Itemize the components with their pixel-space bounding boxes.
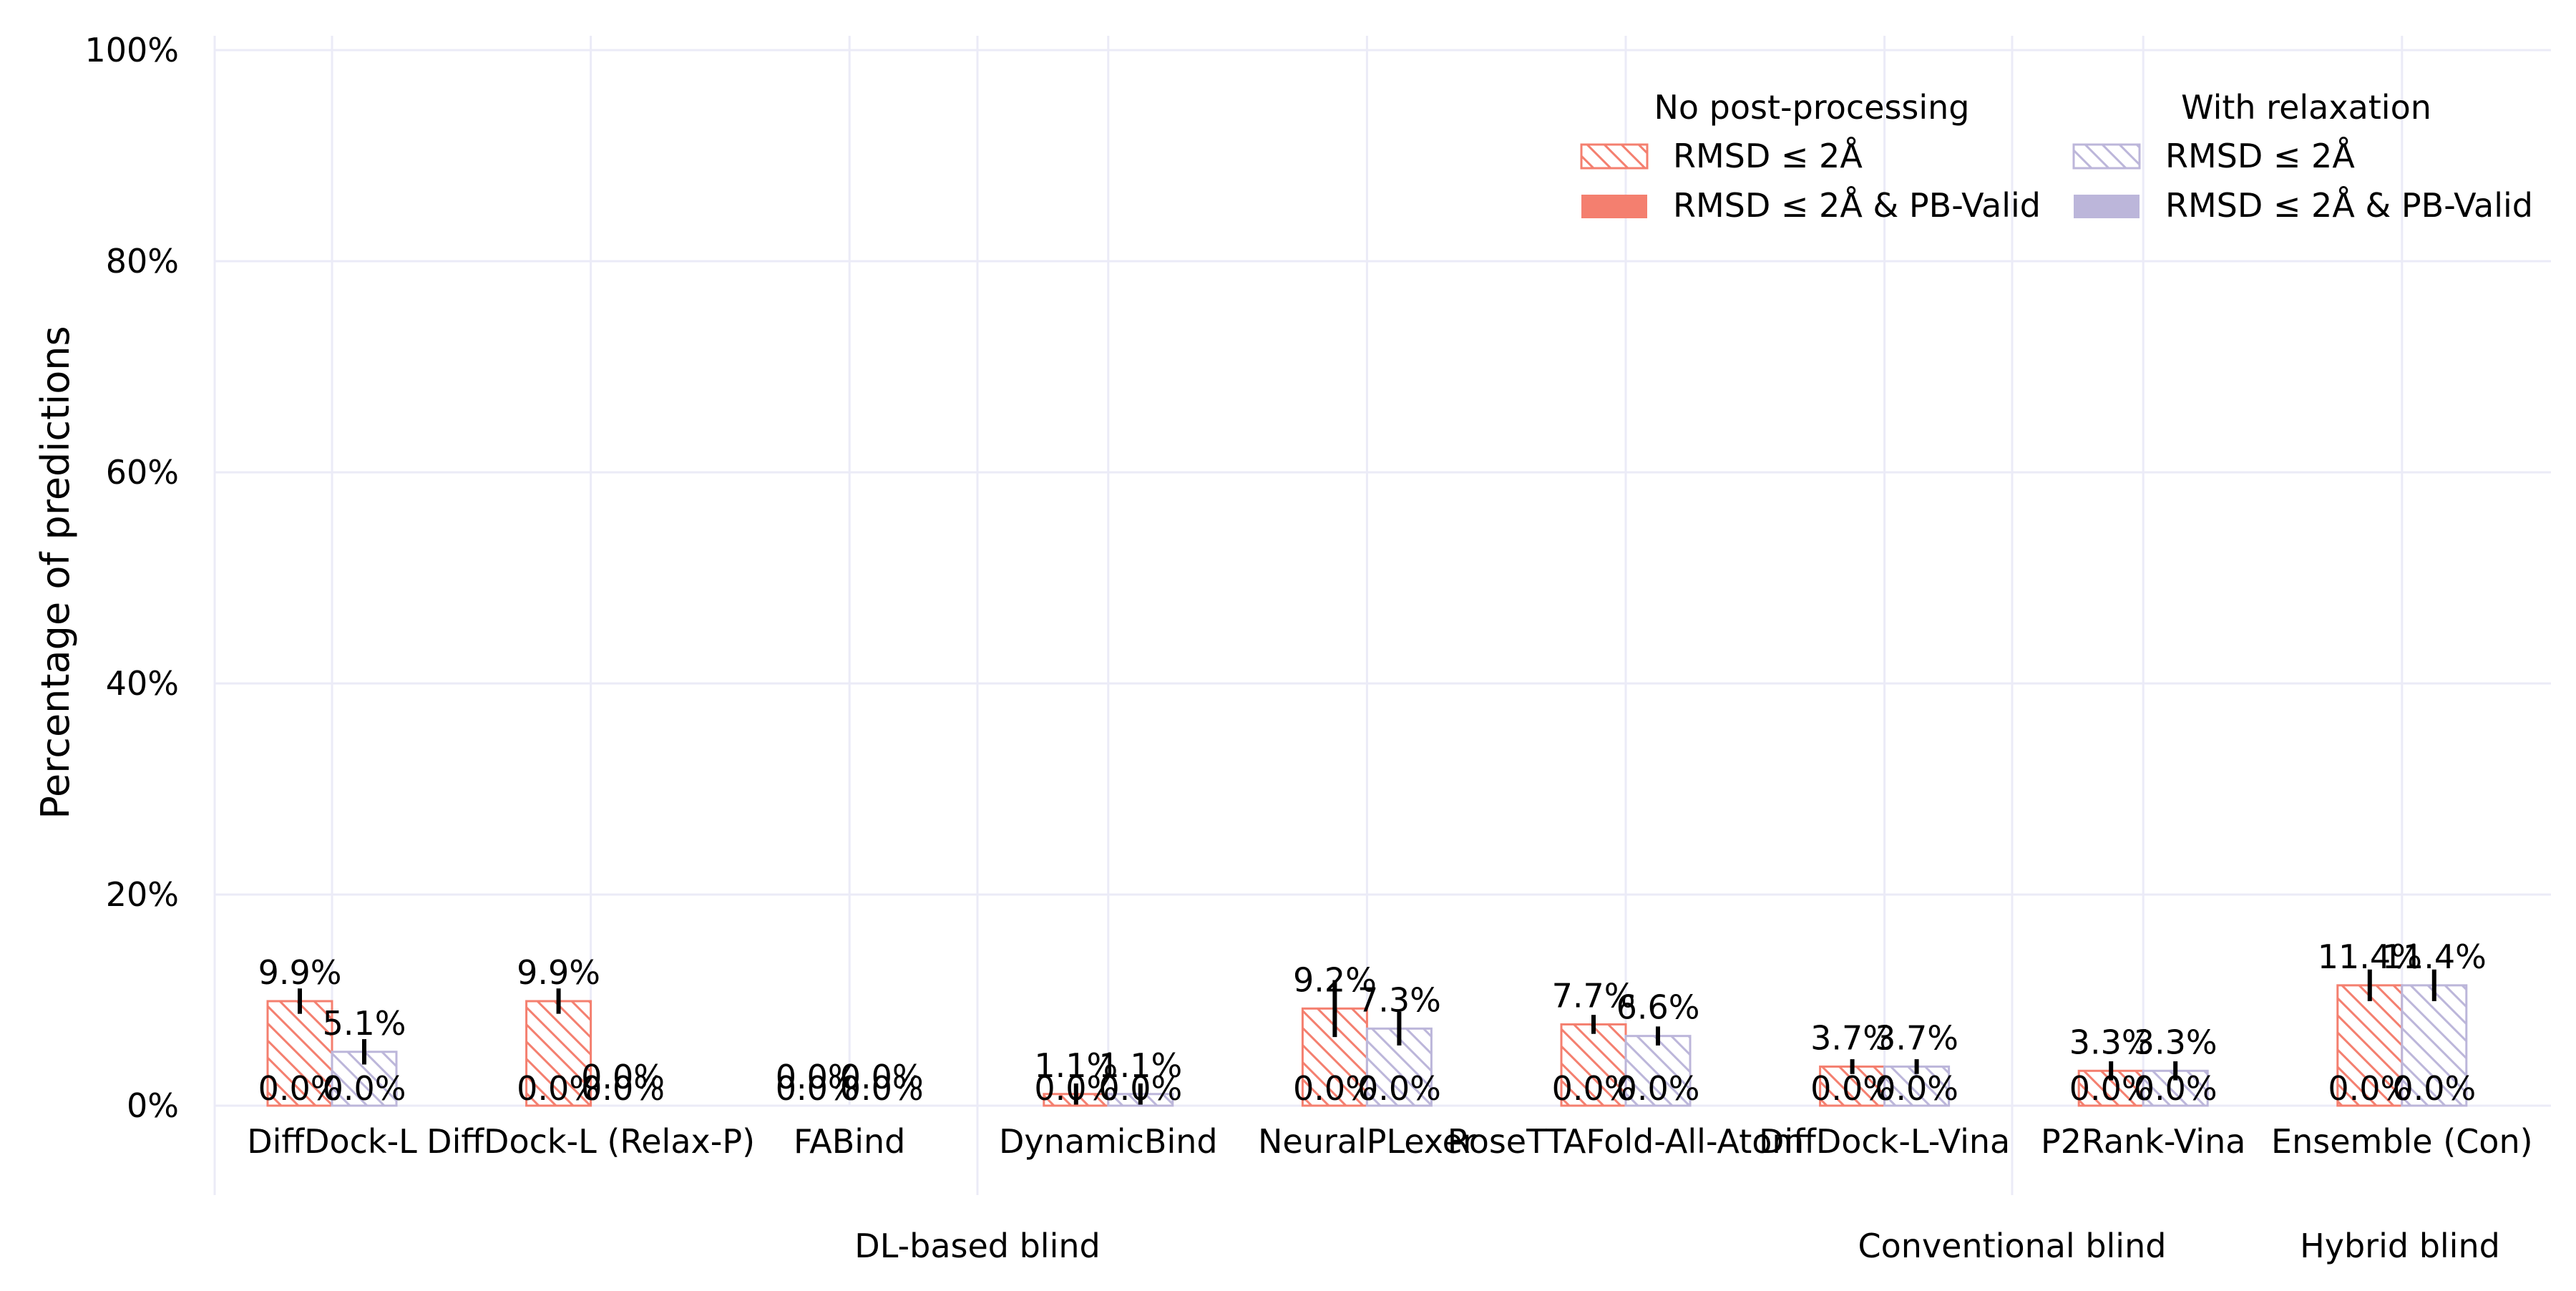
data-labels: 9.9% 9.9%0.0% 1.1%9.2% 7.7%3.7% 3.3%11.4%0.0… bbox=[258, 937, 2487, 1108]
x-tick-label: P2Rank-Vina bbox=[2041, 1122, 2245, 1161]
y-axis-title: Percentage of predictions bbox=[33, 326, 78, 819]
legend-label: RMSD ≤ 2Å & PB-Valid bbox=[1673, 186, 2041, 225]
data-label: 1.1% bbox=[1098, 1046, 1182, 1085]
y-tick-label: 20% bbox=[106, 875, 179, 914]
legend-swatch-hatched bbox=[1580, 143, 1649, 170]
data-label: 11.4% bbox=[2318, 937, 2422, 976]
y-tick-label: 80% bbox=[106, 242, 179, 281]
data-label: 3.3% bbox=[2069, 1023, 2153, 1061]
data-label: 11.4% bbox=[2382, 937, 2487, 976]
data-label: 3.7% bbox=[1875, 1018, 1958, 1057]
data-label: 7.3% bbox=[1357, 980, 1441, 1019]
x-tick-label: DynamicBind bbox=[999, 1122, 1218, 1161]
bars bbox=[266, 969, 2468, 1107]
x-axis: DiffDock-L DiffDock-L (Relax-P) FABind Dyna… bbox=[247, 1122, 2532, 1161]
data-label: 5.1% bbox=[323, 1004, 406, 1043]
legend-label: RMSD ≤ 2Å bbox=[1673, 137, 1863, 175]
data-label: 0.0% bbox=[1552, 1069, 1636, 1108]
data-label: 0.0% bbox=[323, 1069, 406, 1108]
data-label: 0.0% bbox=[840, 1069, 924, 1108]
bar-no-post-rmsd bbox=[1560, 1023, 1627, 1107]
data-label: 0.0% bbox=[1810, 1069, 1894, 1108]
bar-relax-rmsd bbox=[2401, 984, 2468, 1107]
data-label: 0.0% bbox=[840, 1058, 924, 1096]
data-label: 0.0% bbox=[2069, 1069, 2153, 1108]
data-label: 0.0% bbox=[581, 1058, 665, 1096]
legend-swatch-hatched bbox=[2072, 143, 2141, 170]
data-label: 9.9% bbox=[258, 953, 342, 992]
data-label: 1.1% bbox=[1034, 1046, 1118, 1085]
legend-swatch-solid bbox=[1581, 195, 1647, 218]
data-label: 7.7% bbox=[1552, 976, 1636, 1015]
bar-no-post-rmsd bbox=[525, 1000, 592, 1107]
legend-label: RMSD ≤ 2Å bbox=[2165, 137, 2355, 175]
data-label: 0.0% bbox=[581, 1069, 665, 1108]
group-label: DL-based blind bbox=[854, 1227, 1100, 1265]
legend-swatch-solid bbox=[2074, 195, 2140, 218]
x-tick-label: Ensemble (Con) bbox=[2271, 1122, 2533, 1161]
group-labels: DL-based blind Conventional blind Hybrid b… bbox=[854, 1227, 2500, 1265]
data-label: 0.0% bbox=[1098, 1069, 1182, 1108]
data-label: 0.0% bbox=[1875, 1069, 1958, 1108]
data-label: 0.0% bbox=[1293, 1069, 1377, 1108]
data-label: 9.9% bbox=[517, 953, 600, 992]
x-tick-label: DiffDock-L bbox=[247, 1122, 417, 1161]
x-tick-label: NeuralPLexer bbox=[1258, 1122, 1476, 1161]
y-tick-label: 40% bbox=[106, 664, 179, 703]
legend-title: No post-processing bbox=[1654, 88, 1969, 127]
legend-label: RMSD ≤ 2Å & PB-Valid bbox=[2165, 186, 2533, 225]
data-label: 0.0% bbox=[2328, 1069, 2411, 1108]
data-label: 3.3% bbox=[2134, 1023, 2218, 1061]
y-tick-label: 100% bbox=[84, 31, 179, 69]
data-label: 0.0% bbox=[2134, 1069, 2218, 1108]
data-label: 0.0% bbox=[2392, 1069, 2476, 1108]
data-label: 6.6% bbox=[1616, 988, 1700, 1027]
data-label: 0.0% bbox=[1034, 1069, 1118, 1108]
group-label: Conventional blind bbox=[1858, 1227, 2167, 1265]
x-tick-label: DiffDock-L-Vina bbox=[1759, 1122, 2010, 1161]
legend-title: With relaxation bbox=[2181, 88, 2431, 127]
x-tick-label: RoseTTAFold-All-Atom bbox=[1448, 1122, 1804, 1161]
data-label: 0.0% bbox=[1357, 1069, 1441, 1108]
data-label: 0.0% bbox=[1616, 1069, 1700, 1108]
data-label: 0.0% bbox=[776, 1058, 859, 1096]
data-label: 0.0% bbox=[517, 1069, 600, 1108]
x-tick-label: FABind bbox=[794, 1122, 905, 1161]
x-tick-label: DiffDock-L (Relax-P) bbox=[426, 1122, 755, 1161]
legend: No post-processing RMSD ≤ 2Å RMSD ≤ 2Å & P… bbox=[1580, 88, 2533, 225]
y-tick-label: 60% bbox=[106, 453, 179, 492]
y-tick-label: 0% bbox=[127, 1086, 179, 1125]
group-label: Hybrid blind bbox=[2300, 1227, 2500, 1265]
data-label: 0.0% bbox=[776, 1069, 859, 1108]
y-axis: 0% 20% 40% 60% 80% 100% bbox=[84, 31, 179, 1125]
data-label: 3.7% bbox=[1810, 1018, 1894, 1057]
data-label: 9.2% bbox=[1293, 960, 1377, 999]
data-label: 0.0% bbox=[258, 1069, 342, 1108]
